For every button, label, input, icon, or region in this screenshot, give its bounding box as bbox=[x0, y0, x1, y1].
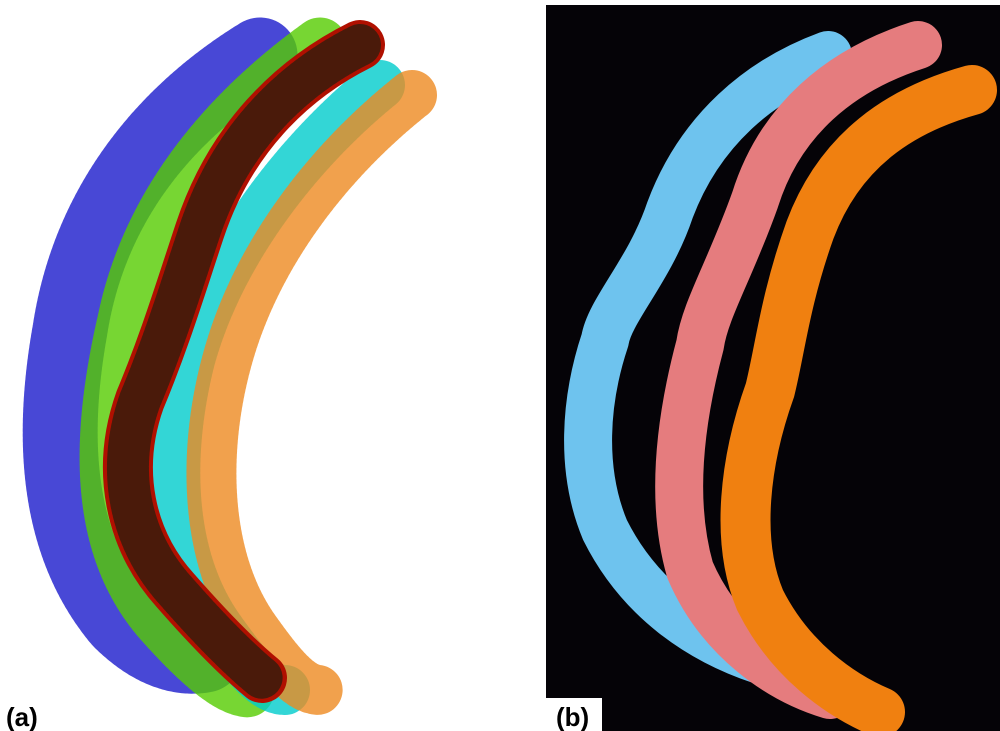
figure: (a) (b) bbox=[0, 0, 1000, 731]
panel-a: (a) bbox=[6, 45, 412, 731]
panel-label: (b) bbox=[556, 702, 589, 731]
panel-label: (a) bbox=[6, 702, 38, 731]
panel-b: (b) bbox=[546, 5, 1000, 731]
